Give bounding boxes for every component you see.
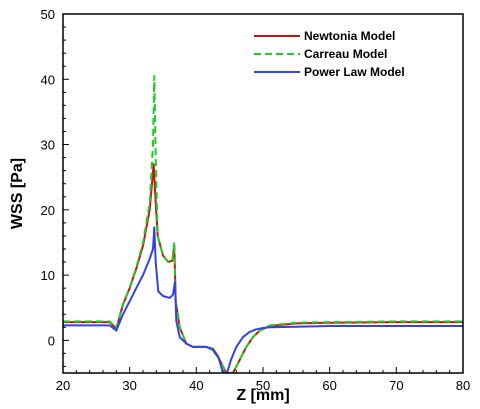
y-axis-title: WSS [Pa] [9,158,26,229]
carreau-model-line [63,75,463,373]
y-tick-label: 30 [41,138,55,153]
x-tick-label: 60 [322,378,336,393]
legend-label-carreau-model: Carreau Model [304,47,387,61]
y-tick-label: 20 [41,203,55,218]
x-axis-title: Z [mm] [236,387,289,404]
legend-label-power-law-model: Power Law Model [304,65,405,79]
x-tick-label: 50 [256,378,270,393]
y-tick-label: 50 [41,7,55,22]
ticks-layer: 20 30 40 50 60 70 80 0 10 20 30 40 50 [41,7,471,393]
y-tick-label: 10 [41,268,55,283]
legend-label-newtonia-model: Newtonia Model [304,29,395,43]
x-tick-label: 30 [122,378,136,393]
x-tick-label: 40 [189,378,203,393]
newtonia-model-line [63,163,463,373]
x-tick-label: 20 [56,378,70,393]
series-layer [63,75,463,373]
x-tick-label: 70 [389,378,403,393]
y-tick-label: 40 [41,72,55,87]
y-tick-label: 0 [48,333,55,348]
legend: Newtonia Model Carreau Model Power Law Mod… [254,29,405,79]
power-law-model-line [63,226,463,373]
x-tick-label: 80 [456,378,470,393]
